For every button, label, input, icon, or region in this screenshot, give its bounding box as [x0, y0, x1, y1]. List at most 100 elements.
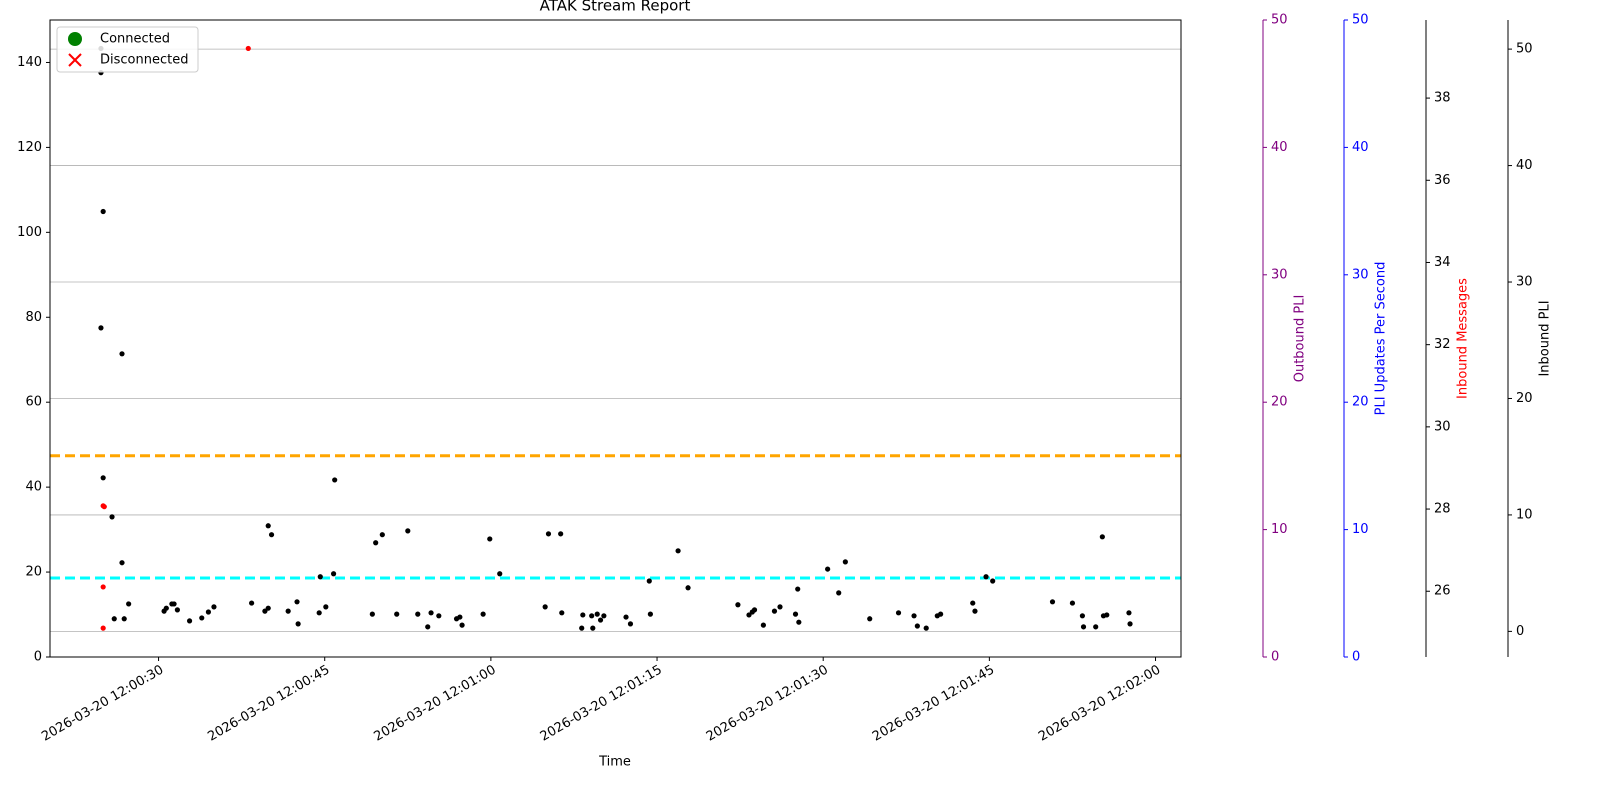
data-point	[457, 614, 463, 620]
y2-tick-label: 30	[1271, 267, 1288, 282]
data-point	[245, 45, 251, 52]
y2-tick-label: 10	[1271, 522, 1288, 537]
y2-tick-label: 30	[1352, 267, 1369, 282]
data-point	[594, 611, 600, 617]
y-tick-label: 100	[17, 225, 42, 240]
data-point	[109, 514, 115, 520]
data-point	[487, 536, 493, 542]
y-tick-label: 120	[17, 140, 42, 155]
y2-tick-label: 32	[1434, 337, 1451, 352]
y2-tick-label: 10	[1352, 522, 1369, 537]
data-point	[100, 584, 106, 590]
data-point	[126, 601, 132, 607]
legend-marker	[68, 53, 82, 67]
data-point	[101, 504, 107, 510]
data-point	[249, 600, 255, 606]
data-point	[265, 605, 271, 611]
data-point	[796, 619, 802, 625]
y2-tick-label: 20	[1516, 391, 1533, 406]
chart-title: ATAK Stream Report	[540, 0, 691, 15]
data-point	[590, 625, 596, 631]
data-point	[1080, 624, 1087, 630]
y2-tick-label: 38	[1434, 91, 1451, 106]
y2-tick-label: 40	[1516, 158, 1533, 173]
y2-tick-label: 34	[1434, 255, 1451, 270]
data-point	[211, 604, 217, 610]
y2-tick-label: 10	[1516, 507, 1533, 522]
data-point	[100, 208, 106, 215]
data-point	[685, 585, 691, 591]
data-point	[100, 475, 106, 481]
data-point	[265, 523, 271, 529]
data-point	[867, 616, 873, 622]
data-point	[559, 610, 565, 616]
data-point	[842, 559, 848, 565]
y2-tick-label: 30	[1516, 275, 1533, 290]
data-point	[394, 611, 400, 617]
data-point	[601, 613, 607, 619]
data-point	[415, 611, 421, 617]
data-point	[174, 607, 180, 613]
data-point	[970, 600, 976, 606]
y2-tick-label: 50	[1352, 13, 1369, 28]
data-point	[111, 616, 117, 622]
y2-axis-label: Inbound PLI	[1538, 300, 1553, 376]
data-point	[795, 586, 801, 592]
legend-label: Disconnected	[100, 53, 188, 68]
data-point	[405, 528, 411, 534]
data-point	[589, 613, 595, 619]
data-point	[825, 566, 831, 572]
data-point	[497, 571, 503, 577]
data-point	[294, 599, 300, 605]
data-point	[580, 612, 586, 618]
y-tick-label: 20	[25, 565, 42, 580]
data-point	[1127, 621, 1133, 627]
y2-tick-label: 30	[1434, 419, 1451, 434]
data-point	[777, 604, 783, 610]
data-point	[1093, 624, 1099, 630]
data-point	[262, 608, 268, 614]
data-point	[542, 604, 548, 610]
y-tick-label: 140	[17, 55, 42, 70]
data-point	[1079, 613, 1086, 619]
data-point	[545, 531, 552, 537]
data-point	[647, 611, 653, 617]
x-axis-label: Time	[598, 755, 631, 770]
legend-label: Connected	[100, 32, 170, 47]
y2-tick-label: 0	[1271, 650, 1279, 665]
legend: Connected Disconnected	[56, 26, 199, 73]
y2-tick-label: 0	[1516, 624, 1524, 639]
data-point	[428, 610, 434, 616]
data-point	[1099, 534, 1105, 540]
plot-frame	[49, 19, 1182, 658]
data-point	[1049, 599, 1056, 605]
y-tick-label: 80	[25, 310, 42, 325]
data-point	[1069, 600, 1076, 606]
data-point	[163, 605, 169, 611]
data-point	[480, 611, 486, 617]
y2-tick-label: 28	[1434, 502, 1451, 517]
data-point	[923, 625, 929, 631]
data-point	[121, 616, 127, 622]
y2-tick-label: 36	[1434, 173, 1451, 188]
data-point	[1126, 610, 1132, 616]
data-point	[369, 611, 375, 617]
data-point	[735, 602, 741, 608]
y2-tick-label: 20	[1352, 395, 1369, 410]
data-point	[972, 608, 978, 614]
data-point	[199, 615, 205, 621]
data-point	[285, 608, 291, 614]
data-point	[171, 601, 177, 607]
legend-box	[56, 26, 199, 73]
data-point	[119, 560, 125, 566]
data-point	[597, 617, 604, 623]
data-point	[914, 623, 920, 629]
data-point	[646, 578, 652, 584]
y2-tick-label: 20	[1271, 395, 1288, 410]
data-point	[317, 574, 323, 580]
data-point	[119, 351, 125, 357]
data-point	[990, 578, 996, 584]
